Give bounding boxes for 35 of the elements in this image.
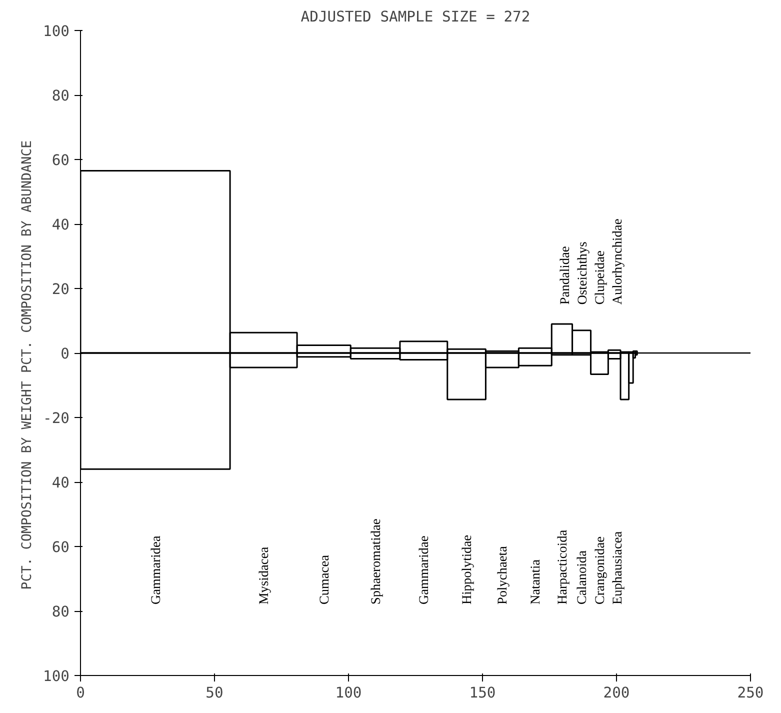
annotation: Gammaridae: [416, 536, 432, 605]
y-tick-label: 60: [52, 152, 70, 169]
y-tick-label: 60: [52, 539, 70, 556]
annotation: Hippolytidae: [459, 534, 474, 605]
annotation: Clupeidae: [592, 250, 607, 305]
annotation: Cumacea: [316, 554, 332, 605]
annotation: Mysidacea: [256, 546, 272, 605]
y-tick-label: 0: [60, 346, 70, 362]
annotation: Calanoida: [574, 550, 590, 605]
y-tick-label: 40: [52, 216, 70, 234]
annotation: Polychaeta: [494, 546, 510, 605]
x-tick-label: 100: [335, 684, 362, 702]
y-tick-label: -20: [43, 410, 70, 427]
x-tick-label: 50: [206, 684, 224, 702]
x-tick-label: 200: [603, 684, 630, 702]
annotation: Aulorhynchidae: [609, 218, 624, 305]
chart-title: ADJUSTED SAMPLE SIZE = 272: [300, 8, 530, 26]
y-tick-label: 80: [52, 88, 70, 104]
y-tick-label: 20: [52, 281, 70, 298]
annotation: Pandalidae: [557, 246, 572, 305]
x-tick-label: 0: [76, 684, 85, 702]
annotation: Sphaeromatidae: [368, 518, 383, 605]
y-tick-label: 40: [52, 474, 70, 492]
annotation: Harpacticoida: [554, 530, 570, 605]
y-tick-label: 100: [43, 668, 70, 685]
y-axis-title: PCT. COMPOSITION BY WEIGHT PCT. COMPOSITION BY ABUNDANCE: [20, 140, 36, 590]
annotation: Osteichthys: [574, 242, 590, 305]
annotation: Euphausiacea: [609, 531, 624, 605]
annotation: Crangonidae: [592, 536, 607, 605]
annotation: Gammaridea: [148, 536, 163, 605]
y-tick-label: 100: [43, 23, 70, 40]
annotation: Natantia: [528, 559, 543, 605]
x-tick-label: 250: [737, 684, 764, 702]
x-tick-label: 150: [469, 684, 496, 702]
y-tick-label: 80: [52, 604, 70, 620]
